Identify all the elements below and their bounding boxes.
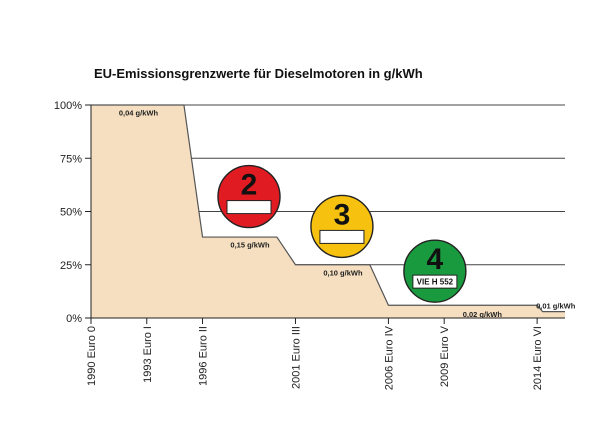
emission-area bbox=[91, 105, 565, 318]
sticker-number: 2 bbox=[241, 169, 258, 202]
x-tick-label: 2006 Euro IV bbox=[383, 325, 395, 390]
y-tick-label: 25% bbox=[60, 260, 82, 272]
sticker-number: 4 bbox=[427, 243, 444, 276]
sticker-plate bbox=[412, 274, 458, 289]
data-label: 0,15 g/kWh bbox=[230, 241, 270, 250]
x-tick-label: 2014 Euro VI bbox=[532, 326, 544, 390]
badge-layer: 2 3 4 VIE H 552 bbox=[217, 164, 467, 303]
data-label: 0,01 g/kWh bbox=[536, 301, 576, 310]
y-tick-label: 75% bbox=[60, 153, 82, 165]
x-tick-label: 2009 Euro V bbox=[439, 325, 451, 387]
y-tick-label: 0% bbox=[66, 313, 82, 325]
x-tick-label: 1996 Euro II bbox=[198, 326, 210, 386]
x-tick-label: 1990 Euro 0 bbox=[86, 326, 98, 386]
sticker-plate bbox=[226, 200, 272, 215]
sticker-plate bbox=[319, 229, 365, 244]
axis-layer: 100% 75% 50% 25% 0% 1990 Euro 0 1993 Euro I 199… bbox=[54, 100, 565, 390]
emission-sticker-3-icon: 3 bbox=[310, 194, 374, 259]
x-tick-label: 2001 Euro III bbox=[290, 326, 302, 389]
y-tick-label: 50% bbox=[60, 207, 82, 219]
y-tick-label: 100% bbox=[54, 100, 82, 112]
data-label: 0,10 g/kWh bbox=[323, 268, 363, 277]
x-tick-label: 1993 Euro I bbox=[142, 326, 154, 383]
sticker-number: 3 bbox=[334, 198, 351, 231]
emission-outline bbox=[91, 104, 565, 313]
sticker-plate-text: VIE H 552 bbox=[417, 278, 454, 287]
emission-sticker-4-icon: 4 VIE H 552 bbox=[403, 239, 467, 303]
label-layer: 0,04 g/kWh 0,15 g/kWh 0,10 g/kWh 0,02 g/kWh… bbox=[119, 109, 576, 319]
chart-title: EU-Emissionsgrenzwerte für Dieselmotoren… bbox=[94, 66, 423, 81]
emission-sticker-2-icon: 2 bbox=[217, 164, 281, 229]
data-label: 0,02 g/kWh bbox=[463, 310, 503, 319]
area-layer bbox=[91, 104, 565, 318]
data-label: 0,04 g/kWh bbox=[119, 109, 159, 118]
